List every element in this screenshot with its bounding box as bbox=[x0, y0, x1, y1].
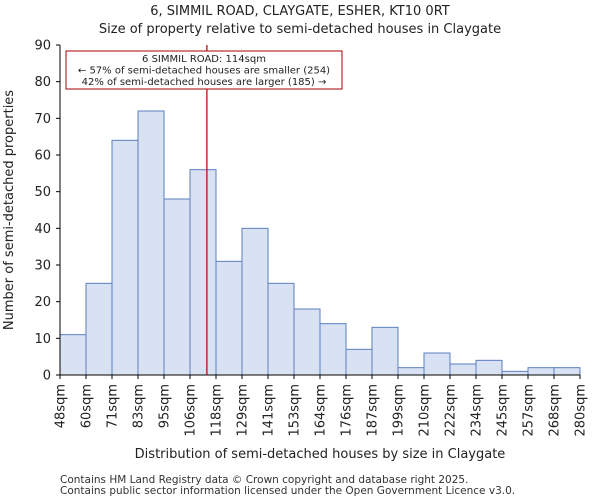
histogram-bar bbox=[371, 326, 399, 376]
x-tick-label: 176sqm bbox=[340, 384, 355, 437]
histogram-bar bbox=[501, 370, 529, 376]
histogram-bar bbox=[189, 169, 217, 376]
histogram-bar bbox=[449, 363, 477, 376]
histogram-bar bbox=[215, 260, 243, 376]
y-tick-label: 30 bbox=[34, 259, 51, 274]
histogram-bar bbox=[137, 110, 165, 376]
histogram-bar bbox=[163, 198, 191, 376]
histogram-bar bbox=[423, 352, 451, 376]
histogram-bar bbox=[319, 323, 347, 376]
x-tick-label: 199sqm bbox=[392, 384, 407, 437]
histogram-bar bbox=[475, 359, 503, 376]
histogram-bar bbox=[345, 348, 373, 376]
y-tick-label: 20 bbox=[34, 295, 51, 310]
y-tick-label: 50 bbox=[34, 185, 51, 200]
histogram-bar bbox=[293, 308, 321, 376]
histogram-bar bbox=[397, 367, 425, 376]
y-tick-label: 80 bbox=[34, 75, 51, 90]
x-tick-label: 268sqm bbox=[548, 384, 563, 437]
histogram-bar bbox=[111, 139, 139, 376]
y-tick-label: 70 bbox=[34, 112, 51, 127]
x-tick-label: 280sqm bbox=[574, 384, 589, 437]
x-tick-label: 60sqm bbox=[80, 384, 95, 428]
y-axis-label: Number of semi-detached properties bbox=[2, 90, 17, 330]
x-tick-label: 83sqm bbox=[132, 384, 147, 428]
histogram-bar bbox=[241, 227, 269, 376]
histogram-bar bbox=[553, 367, 581, 376]
footer-line-1: Contains HM Land Registry data © Crown c… bbox=[60, 474, 469, 486]
x-tick-label: 210sqm bbox=[418, 384, 433, 437]
y-tick-label: 0 bbox=[43, 369, 51, 384]
annotation-box bbox=[65, 50, 343, 90]
annotation-line: ← 57% of semi-detached houses are smalle… bbox=[78, 66, 330, 77]
footer-line-2: Contains public sector information licen… bbox=[60, 485, 516, 497]
x-tick-label: 187sqm bbox=[366, 384, 381, 437]
histogram-bar bbox=[527, 367, 555, 376]
y-tick-label: 40 bbox=[34, 222, 51, 237]
x-tick-label: 164sqm bbox=[314, 384, 329, 437]
histogram-bar bbox=[59, 334, 87, 376]
chart-title: 6, SIMMIL ROAD, CLAYGATE, ESHER, KT10 0R… bbox=[150, 4, 450, 19]
y-tick-label: 10 bbox=[34, 332, 51, 347]
x-tick-label: 71sqm bbox=[106, 384, 121, 428]
x-tick-label: 48sqm bbox=[54, 384, 69, 428]
histogram-bar bbox=[267, 282, 295, 376]
y-tick-label: 60 bbox=[34, 149, 51, 164]
annotation-line: 42% of semi-detached houses are larger (… bbox=[82, 77, 327, 88]
x-tick-label: 245sqm bbox=[496, 384, 511, 437]
histogram-bar bbox=[85, 282, 113, 376]
x-tick-label: 129sqm bbox=[236, 384, 251, 437]
x-tick-label: 234sqm bbox=[470, 384, 485, 437]
y-tick-label: 90 bbox=[34, 39, 51, 54]
x-tick-label: 141sqm bbox=[262, 384, 277, 437]
chart-subtitle: Size of property relative to semi-detach… bbox=[98, 22, 502, 37]
x-tick-label: 95sqm bbox=[158, 384, 173, 428]
x-tick-label: 118sqm bbox=[210, 384, 225, 437]
x-tick-label: 222sqm bbox=[444, 384, 459, 437]
x-tick-label: 106sqm bbox=[184, 384, 199, 437]
x-tick-label: 153sqm bbox=[288, 384, 303, 437]
annotation-line: 6 SIMMIL ROAD: 114sqm bbox=[142, 54, 266, 65]
x-tick-label: 257sqm bbox=[522, 384, 537, 437]
x-axis-label: Distribution of semi-detached houses by … bbox=[135, 447, 506, 462]
